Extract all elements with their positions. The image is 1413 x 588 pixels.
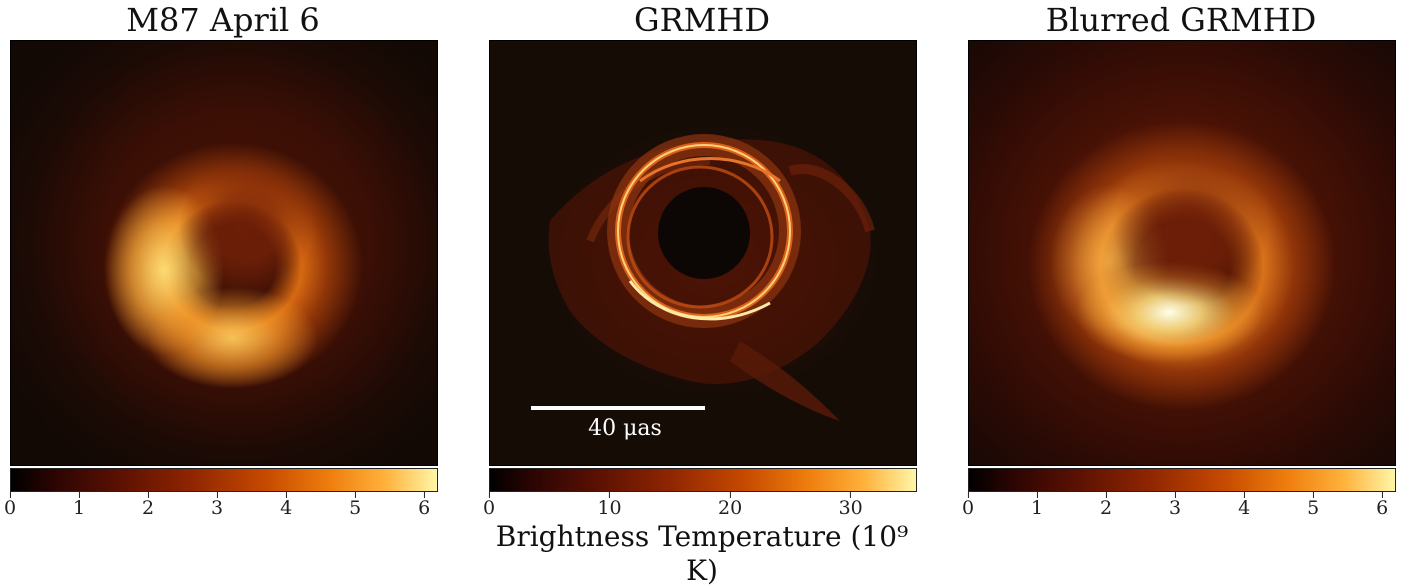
tick: 4 bbox=[1238, 492, 1250, 518]
scale-label: 40 μas bbox=[550, 416, 700, 441]
tick: 20 bbox=[718, 492, 742, 518]
tick: 2 bbox=[1100, 492, 1112, 518]
colorbar-ticks: 0 1 2 3 4 5 6 bbox=[10, 492, 438, 522]
tick: 3 bbox=[211, 492, 223, 518]
colorbar-ticks: 0 10 20 30 bbox=[489, 492, 917, 522]
panel-m87: M87 April 6 0 1 2 3 4 5 6 bbox=[8, 0, 438, 556]
scale-bar bbox=[531, 406, 705, 410]
tick: 6 bbox=[418, 492, 430, 518]
m87-image bbox=[10, 40, 438, 466]
tick: 1 bbox=[1031, 492, 1043, 518]
panel-blurred-grmhd: Blurred GRMHD 0 1 2 3 4 5 6 bbox=[966, 0, 1396, 556]
colorbar bbox=[10, 468, 438, 492]
tick: 30 bbox=[839, 492, 863, 518]
tick: 0 bbox=[962, 492, 974, 518]
tick: 10 bbox=[597, 492, 621, 518]
panel-title: GRMHD bbox=[487, 2, 917, 38]
grmhd-image: 40 μas bbox=[489, 40, 917, 466]
panel-title: Blurred GRMHD bbox=[966, 2, 1396, 38]
tick: 2 bbox=[142, 492, 154, 518]
grmhd-render bbox=[490, 41, 917, 466]
tick: 3 bbox=[1169, 492, 1181, 518]
tick: 0 bbox=[4, 492, 16, 518]
tick: 6 bbox=[1376, 492, 1388, 518]
colorbar-ticks: 0 1 2 3 4 5 6 bbox=[968, 492, 1396, 522]
colorbar bbox=[968, 468, 1396, 492]
blurred-grmhd-image bbox=[968, 40, 1396, 466]
tick: 4 bbox=[280, 492, 292, 518]
tick: 5 bbox=[349, 492, 361, 518]
colorbar-axis-label: Brightness Temperature (10⁹ K) bbox=[487, 520, 917, 588]
tick: 5 bbox=[1307, 492, 1319, 518]
tick: 0 bbox=[483, 492, 495, 518]
colorbar bbox=[489, 468, 917, 492]
panel-title: M87 April 6 bbox=[8, 2, 438, 38]
tick: 1 bbox=[73, 492, 85, 518]
panel-grmhd: GRMHD 40 μas bbox=[487, 0, 917, 556]
